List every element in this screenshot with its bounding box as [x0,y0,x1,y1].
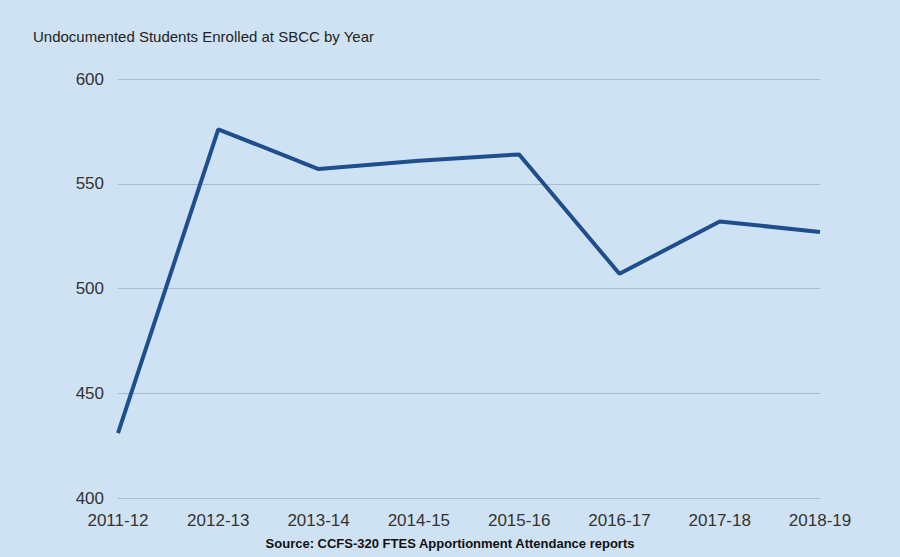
svg-text:400: 400 [76,489,104,508]
svg-text:2014-15: 2014-15 [388,511,450,530]
svg-text:2013-14: 2013-14 [287,511,349,530]
svg-text:2017-18: 2017-18 [689,511,751,530]
svg-text:2012-13: 2012-13 [187,511,249,530]
svg-text:450: 450 [76,384,104,403]
svg-text:2018-19: 2018-19 [789,511,851,530]
svg-text:500: 500 [76,279,104,298]
svg-text:2015-16: 2015-16 [488,511,550,530]
svg-text:Undocumented Students Enrolled: Undocumented Students Enrolled at SBCC b… [33,28,374,45]
svg-text:2016-17: 2016-17 [588,511,650,530]
svg-text:Source: CCFS-320 FTES Apportio: Source: CCFS-320 FTES Apportionment Atte… [266,536,635,551]
svg-text:550: 550 [76,174,104,193]
svg-text:600: 600 [76,70,104,89]
svg-text:2011-12: 2011-12 [87,511,148,530]
